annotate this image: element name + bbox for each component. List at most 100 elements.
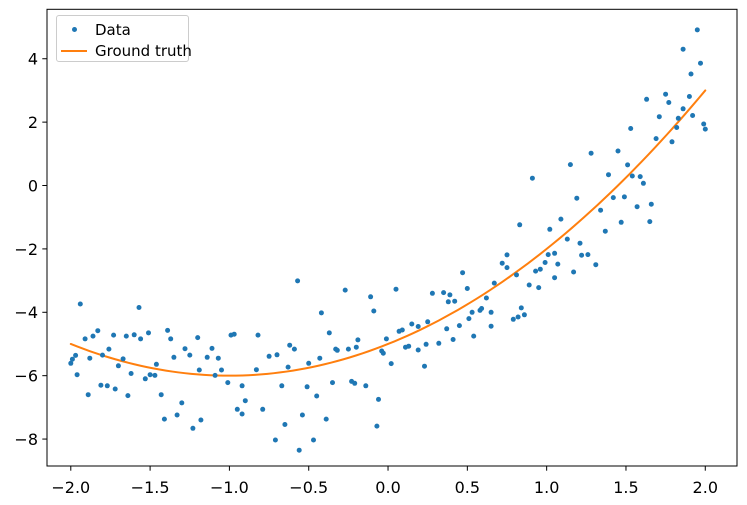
data-point <box>330 380 335 386</box>
data-point <box>574 195 580 201</box>
data-point <box>504 265 510 271</box>
y-tick-label: −6 <box>14 367 38 386</box>
data-point <box>342 287 348 293</box>
data-point <box>555 261 561 267</box>
data-point <box>537 266 543 272</box>
data-point <box>585 252 591 258</box>
data-point <box>174 412 180 418</box>
data-point <box>388 361 394 367</box>
data-point <box>219 367 224 373</box>
data-point <box>483 295 489 301</box>
data-point <box>629 173 635 179</box>
data-point <box>355 337 361 343</box>
data-point <box>675 115 681 121</box>
data-point <box>415 324 421 329</box>
data-point <box>577 240 583 246</box>
data-point <box>272 437 278 443</box>
data-point <box>579 252 585 258</box>
data-point <box>644 96 650 102</box>
data-point <box>161 416 167 422</box>
data-point <box>306 360 312 366</box>
data-point <box>318 310 324 316</box>
data-point <box>146 330 151 336</box>
data-point <box>567 162 573 168</box>
data-point <box>542 260 548 265</box>
data-point <box>648 201 654 207</box>
data-point <box>296 447 302 453</box>
y-tick-label: 2 <box>28 113 38 132</box>
data-point <box>499 260 505 266</box>
legend-item-ground-truth: Ground truth <box>57 40 192 61</box>
data-point <box>545 252 551 258</box>
ground-truth-curve <box>69 89 707 377</box>
data-point <box>152 372 158 378</box>
data-point <box>479 306 485 311</box>
data-point <box>153 361 159 367</box>
y-tick-label: −4 <box>14 303 38 322</box>
data-point <box>529 175 535 181</box>
data-point <box>515 314 521 320</box>
data-point <box>571 269 577 275</box>
x-tick-label: −0.5 <box>289 478 328 497</box>
data-point <box>171 354 177 360</box>
data-point <box>536 285 542 291</box>
data-point <box>445 299 451 305</box>
data-point <box>123 333 129 339</box>
data-point <box>615 148 621 154</box>
data-point <box>187 352 193 358</box>
x-tick-label: 1.0 <box>534 478 559 497</box>
data-point <box>311 437 316 443</box>
data-point <box>621 194 627 200</box>
data-point <box>558 216 564 222</box>
data-point <box>282 422 288 427</box>
data-point <box>488 323 494 329</box>
data-point <box>698 60 703 66</box>
data-point <box>393 286 399 292</box>
data-point <box>165 327 171 333</box>
data-point <box>371 308 377 314</box>
data-point <box>436 340 442 346</box>
data-point <box>182 346 188 352</box>
data-point <box>415 347 421 353</box>
data-point <box>593 262 599 268</box>
data-point <box>425 319 431 325</box>
data-point <box>694 27 700 33</box>
data-point <box>128 371 134 376</box>
data-point <box>422 363 427 369</box>
data-point <box>85 392 91 398</box>
data-point <box>647 219 653 225</box>
data-point <box>491 280 497 286</box>
data-point <box>680 46 686 52</box>
data-point <box>380 350 386 356</box>
y-tick-label: −2 <box>14 240 38 259</box>
line-segment-icon <box>61 49 87 52</box>
data-point <box>73 352 79 358</box>
data-point <box>653 136 659 142</box>
data-point <box>352 380 358 386</box>
data-point <box>466 316 472 322</box>
data-point <box>198 417 204 423</box>
data-point <box>295 278 301 284</box>
data-point <box>588 150 594 156</box>
data-point <box>279 383 285 389</box>
legend-marker-area <box>61 49 87 52</box>
data-point <box>353 344 359 350</box>
data-point <box>526 282 532 288</box>
data-point <box>517 222 523 228</box>
data-point <box>686 94 692 99</box>
x-tick-label: −1.5 <box>131 478 170 497</box>
data-point <box>112 386 118 392</box>
data-point <box>253 367 259 373</box>
data-point <box>456 323 462 329</box>
data-point <box>111 332 117 338</box>
data-point <box>209 345 215 351</box>
x-tick-label: −2.0 <box>51 478 90 497</box>
data-point <box>136 305 142 310</box>
data-point <box>674 125 680 130</box>
data-point <box>514 272 519 278</box>
data-point <box>606 172 611 178</box>
data-point <box>69 356 75 362</box>
data-point <box>215 355 221 361</box>
data-point <box>564 236 570 242</box>
x-tick-label: −1.0 <box>210 478 249 497</box>
